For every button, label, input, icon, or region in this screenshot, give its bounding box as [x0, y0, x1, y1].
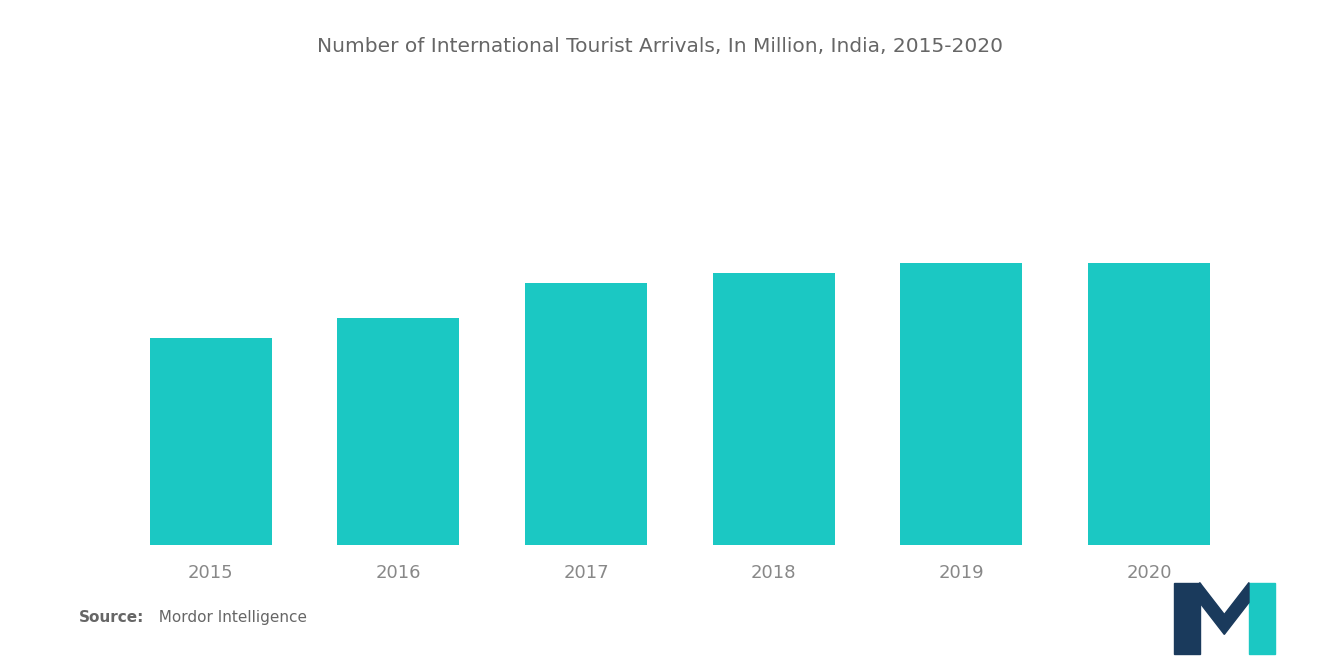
Polygon shape [1200, 583, 1249, 634]
Bar [149, 338, 272, 545]
Bar [900, 263, 1022, 545]
Bar [525, 283, 647, 545]
Bar [1088, 263, 1210, 545]
Bar [338, 319, 459, 545]
Polygon shape [1173, 583, 1200, 654]
Text: Mordor Intelligence: Mordor Intelligence [149, 610, 308, 625]
Bar [713, 273, 834, 545]
Text: Number of International Tourist Arrivals, In Million, India, 2015-2020: Number of International Tourist Arrivals… [317, 37, 1003, 56]
Polygon shape [1249, 583, 1275, 654]
Text: Source:: Source: [79, 610, 145, 625]
